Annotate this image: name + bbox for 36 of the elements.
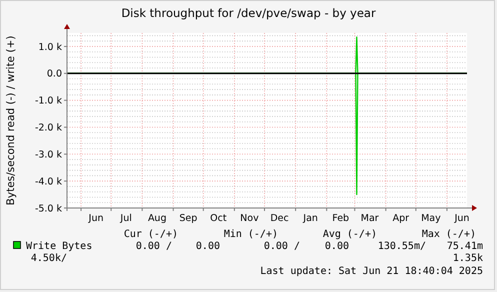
x-tick-label: Jun (88, 213, 104, 224)
x-tick-label: Nov (240, 213, 260, 224)
y-tick-label: -1.0 k (34, 96, 62, 107)
text: 0.00 / (264, 241, 300, 252)
text: 0.00 (196, 241, 220, 252)
text: 4.50k/ (30, 253, 67, 264)
text: Last update: Sat Jun 21 18:40:04 2025 (260, 266, 483, 277)
text: Min (-/+) (224, 229, 278, 240)
x-tick-label: Aug (148, 213, 167, 224)
y-tick-label: -5.0 k (34, 203, 62, 214)
y-axis-title: Bytes/second read (-) / write (+) (5, 36, 17, 206)
text: 1.35k (452, 253, 483, 264)
x-tick-label: Sep (179, 213, 198, 224)
text: Avg (-/+) (322, 229, 377, 240)
text: Max (-/+) (422, 229, 476, 240)
legend-label: Write Bytes (26, 241, 92, 252)
y-tick-label: -3.0 k (34, 149, 62, 160)
y-tick-label: 0.0 (46, 68, 62, 80)
y-tick-label: -4.0 k (34, 176, 62, 188)
y-tick-label: 1.0 k (38, 42, 62, 53)
x-tick-label: May (421, 213, 442, 224)
x-tick-label: Apr (392, 213, 410, 224)
x-tick-label: Feb (332, 213, 350, 224)
y-tick-label: -2.0 k (34, 122, 62, 134)
text: 75.41m (446, 241, 483, 252)
x-tick-label: Jun (454, 213, 470, 224)
x-tick-label: Jan (302, 213, 318, 224)
x-tick-label: Dec (270, 213, 289, 224)
x-tick-label: Oct (210, 213, 227, 224)
x-tick-label: Jul (119, 213, 132, 224)
x-tick-label: Mar (360, 213, 379, 224)
text: 0.00 (324, 241, 349, 252)
chart-title: Disk throughput for /dev/pve/swap - by year (121, 6, 376, 20)
text: Cur (-/+) (124, 229, 178, 240)
text: 130.55m/ (378, 241, 426, 252)
text: 0.00 / (136, 241, 172, 252)
